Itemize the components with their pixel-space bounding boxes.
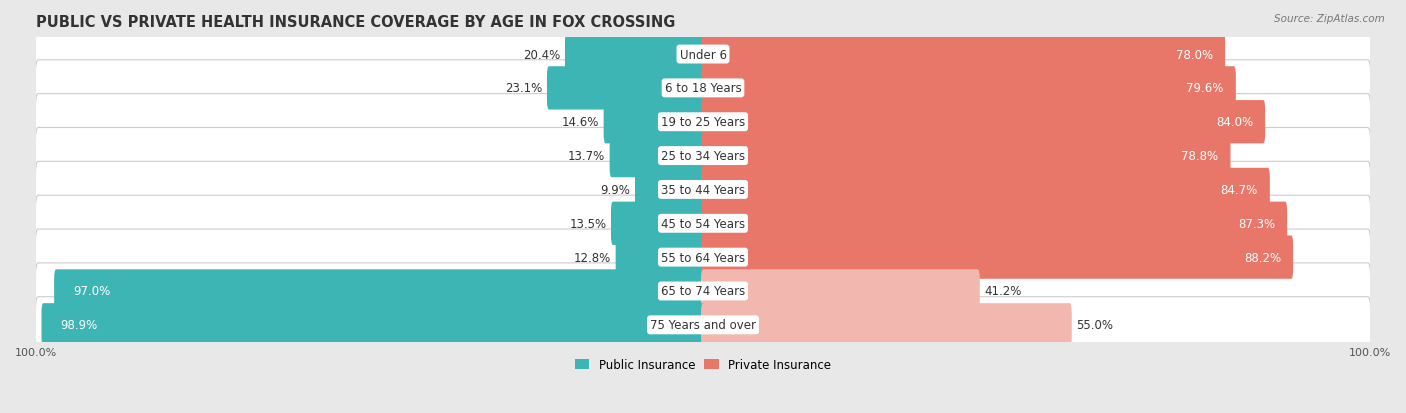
FancyBboxPatch shape: [702, 135, 1230, 178]
Text: 45 to 54 Years: 45 to 54 Years: [661, 217, 745, 230]
Text: 55 to 64 Years: 55 to 64 Years: [661, 251, 745, 264]
Text: 35 to 44 Years: 35 to 44 Years: [661, 183, 745, 197]
Text: 12.8%: 12.8%: [574, 251, 612, 264]
Text: 84.0%: 84.0%: [1216, 116, 1253, 129]
FancyBboxPatch shape: [702, 33, 1225, 76]
Text: 55.0%: 55.0%: [1077, 318, 1114, 332]
Text: 13.7%: 13.7%: [568, 150, 605, 163]
FancyBboxPatch shape: [35, 61, 1371, 117]
Text: 19 to 25 Years: 19 to 25 Years: [661, 116, 745, 129]
Text: 41.2%: 41.2%: [984, 285, 1022, 298]
Text: Under 6: Under 6: [679, 48, 727, 62]
Text: 20.4%: 20.4%: [523, 48, 560, 62]
FancyBboxPatch shape: [636, 169, 704, 211]
Text: 88.2%: 88.2%: [1244, 251, 1281, 264]
FancyBboxPatch shape: [41, 304, 704, 347]
Text: 65 to 74 Years: 65 to 74 Years: [661, 285, 745, 298]
FancyBboxPatch shape: [35, 27, 1371, 83]
FancyBboxPatch shape: [702, 304, 1071, 347]
FancyBboxPatch shape: [702, 67, 1236, 110]
Text: 97.0%: 97.0%: [73, 285, 110, 298]
FancyBboxPatch shape: [612, 202, 704, 245]
FancyBboxPatch shape: [565, 33, 704, 76]
Text: 6 to 18 Years: 6 to 18 Years: [665, 82, 741, 95]
FancyBboxPatch shape: [35, 263, 1371, 319]
FancyBboxPatch shape: [547, 67, 704, 110]
FancyBboxPatch shape: [35, 95, 1371, 150]
FancyBboxPatch shape: [702, 101, 1265, 144]
Text: 78.8%: 78.8%: [1181, 150, 1219, 163]
Text: 9.9%: 9.9%: [600, 183, 630, 197]
FancyBboxPatch shape: [603, 101, 704, 144]
FancyBboxPatch shape: [35, 230, 1371, 285]
FancyBboxPatch shape: [35, 297, 1371, 353]
Text: 14.6%: 14.6%: [561, 116, 599, 129]
Text: 87.3%: 87.3%: [1239, 217, 1275, 230]
FancyBboxPatch shape: [702, 169, 1270, 211]
Text: 25 to 34 Years: 25 to 34 Years: [661, 150, 745, 163]
FancyBboxPatch shape: [616, 236, 704, 279]
Text: 23.1%: 23.1%: [505, 82, 543, 95]
Text: 84.7%: 84.7%: [1220, 183, 1258, 197]
Text: 78.0%: 78.0%: [1175, 48, 1213, 62]
Text: 79.6%: 79.6%: [1187, 82, 1223, 95]
Text: 13.5%: 13.5%: [569, 217, 606, 230]
FancyBboxPatch shape: [53, 270, 704, 313]
FancyBboxPatch shape: [702, 202, 1286, 245]
Text: 75 Years and over: 75 Years and over: [650, 318, 756, 332]
Text: PUBLIC VS PRIVATE HEALTH INSURANCE COVERAGE BY AGE IN FOX CROSSING: PUBLIC VS PRIVATE HEALTH INSURANCE COVER…: [37, 15, 675, 30]
FancyBboxPatch shape: [35, 128, 1371, 184]
Legend: Public Insurance, Private Insurance: Public Insurance, Private Insurance: [571, 353, 835, 375]
FancyBboxPatch shape: [35, 196, 1371, 252]
FancyBboxPatch shape: [35, 162, 1371, 218]
FancyBboxPatch shape: [702, 270, 980, 313]
Text: 98.9%: 98.9%: [60, 318, 97, 332]
FancyBboxPatch shape: [610, 135, 704, 178]
Text: Source: ZipAtlas.com: Source: ZipAtlas.com: [1274, 14, 1385, 24]
FancyBboxPatch shape: [702, 236, 1294, 279]
